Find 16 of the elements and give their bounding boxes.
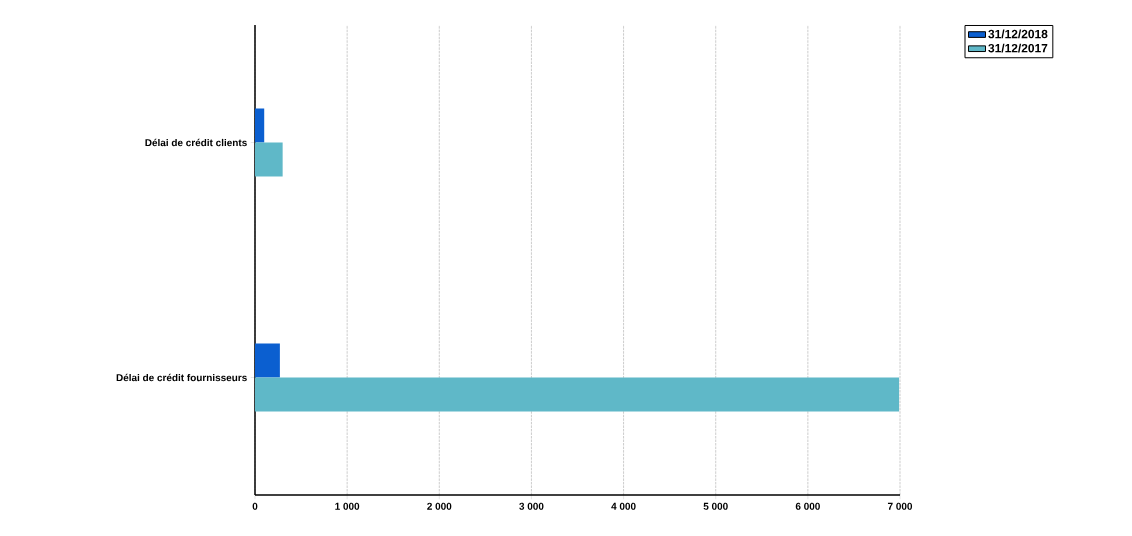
legend-label: 31/12/2018 bbox=[988, 29, 1048, 39]
x-tick-label: 0 bbox=[252, 502, 258, 510]
legend-label: 31/12/2017 bbox=[988, 43, 1048, 53]
x-tick-label: 6 000 bbox=[795, 502, 820, 510]
bar bbox=[255, 142, 283, 177]
x-tick-label: 5 000 bbox=[703, 502, 728, 510]
bar bbox=[255, 108, 265, 143]
x-tick-label: 3 000 bbox=[519, 502, 544, 510]
bar bbox=[255, 377, 900, 412]
x-tick-label: 4 000 bbox=[611, 502, 636, 510]
x-tick-label: 1 000 bbox=[335, 502, 360, 510]
x-tick-label: 2 000 bbox=[427, 502, 452, 510]
y-tick-label: Délai de crédit clients bbox=[145, 138, 247, 147]
y-tick-label: Délai de crédit fournisseurs bbox=[116, 373, 247, 382]
bar bbox=[255, 343, 280, 378]
x-tick-label: 7 000 bbox=[887, 502, 913, 510]
